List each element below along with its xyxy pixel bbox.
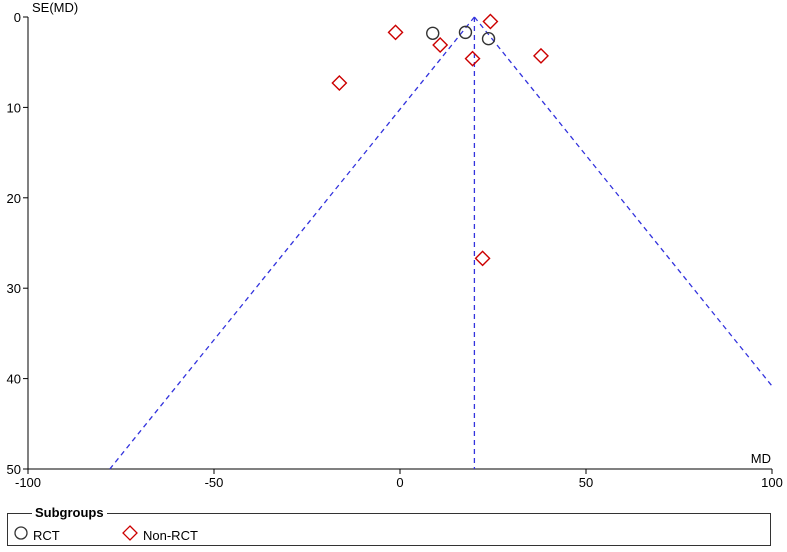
non-rct-point (464, 50, 481, 67)
non-rct-point (482, 13, 499, 30)
y-tick-label: 50 (7, 462, 21, 477)
rct-point (458, 25, 473, 40)
y-tick-label: 10 (7, 100, 21, 115)
circle-marker-icon (14, 525, 28, 540)
y-axis-label: SE(MD) (32, 0, 78, 15)
diamond-marker-icon (122, 524, 138, 541)
legend-item-non-rct: Non-RCT (120, 522, 198, 543)
y-tick-label: 40 (7, 372, 21, 387)
x-axis-label: MD (751, 451, 771, 466)
rct-point (481, 31, 496, 46)
y-tick-label: 30 (7, 281, 21, 296)
non-rct-point (474, 250, 491, 267)
non-rct-point (532, 47, 549, 64)
x-tick-label: 50 (579, 475, 593, 490)
y-tick-label: 0 (14, 10, 21, 25)
legend: Subgroups RCT Non-RCT (7, 505, 771, 546)
funnel-lines (109, 16, 773, 470)
non-rct-point (387, 24, 404, 41)
x-tick-label: 0 (396, 475, 403, 490)
legend-title: Subgroups (32, 505, 107, 520)
non-rct-point (331, 75, 348, 91)
legend-item-rct: RCT (12, 522, 60, 543)
y-tick-label: 20 (7, 191, 21, 206)
x-tick-label: 100 (761, 475, 783, 490)
data-points (331, 13, 549, 267)
x-tick-label: -100 (15, 475, 41, 490)
x-tick-label: -50 (205, 475, 224, 490)
legend-label-non-rct: Non-RCT (143, 528, 198, 543)
funnel-left-line (109, 16, 475, 470)
non-rct-point (432, 37, 449, 54)
legend-label-rct: RCT (33, 528, 60, 543)
funnel-right-line (473, 16, 773, 387)
rct-point (426, 26, 440, 40)
